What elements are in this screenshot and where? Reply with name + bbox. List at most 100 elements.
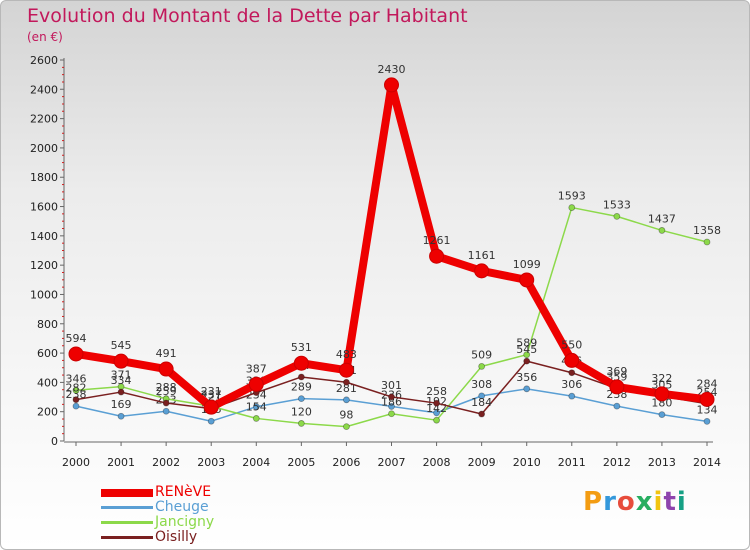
data-point bbox=[338, 362, 354, 378]
x-tick-label: 2007 bbox=[378, 456, 406, 469]
data-point bbox=[72, 402, 80, 410]
data-point bbox=[658, 411, 666, 419]
data-label: 308 bbox=[471, 378, 492, 391]
data-label: 322 bbox=[651, 372, 672, 385]
data-point bbox=[523, 357, 531, 365]
data-point bbox=[654, 386, 670, 402]
legend-label: RENèVE bbox=[155, 484, 212, 500]
y-tick-label: 1800 bbox=[30, 171, 58, 184]
data-point bbox=[658, 227, 666, 234]
data-point bbox=[72, 396, 80, 404]
data-point bbox=[523, 385, 531, 393]
data-point bbox=[117, 412, 125, 420]
y-tick-label: 400 bbox=[37, 376, 58, 389]
data-point bbox=[252, 415, 260, 422]
data-label: 231 bbox=[201, 385, 222, 398]
legend-swatch bbox=[101, 489, 153, 497]
data-label: 301 bbox=[381, 379, 402, 392]
data-label: 184 bbox=[471, 396, 492, 409]
data-label: 281 bbox=[336, 382, 357, 395]
data-point bbox=[613, 212, 621, 220]
legend-item: Jancigny bbox=[101, 514, 301, 530]
data-label: 142 bbox=[426, 402, 447, 415]
data-point bbox=[429, 248, 445, 264]
data-label: 169 bbox=[111, 398, 132, 411]
data-point bbox=[72, 386, 80, 394]
data-point bbox=[162, 407, 170, 415]
x-tick-label: 2008 bbox=[423, 456, 451, 469]
y-tick-label: 0 bbox=[51, 435, 58, 448]
data-label: 334 bbox=[111, 374, 132, 387]
data-label: 369 bbox=[606, 365, 627, 378]
data-label: 2430 bbox=[378, 63, 406, 76]
data-label: 1261 bbox=[423, 234, 451, 247]
data-point bbox=[564, 352, 580, 368]
data-point bbox=[297, 373, 305, 381]
data-label: 306 bbox=[561, 378, 582, 391]
legend-label: Oisilly bbox=[155, 529, 198, 545]
x-tick-label: 2006 bbox=[332, 456, 360, 469]
data-label: 1437 bbox=[648, 212, 676, 225]
legend-label: Jancigny bbox=[155, 514, 215, 530]
data-point bbox=[388, 403, 395, 410]
data-point bbox=[523, 351, 531, 359]
x-tick-label: 2011 bbox=[558, 456, 586, 469]
x-tick-label: 2010 bbox=[513, 456, 541, 469]
data-point bbox=[158, 361, 174, 377]
data-point bbox=[293, 355, 309, 371]
data-label: 594 bbox=[66, 332, 87, 345]
data-label: 509 bbox=[471, 348, 492, 361]
data-label: 589 bbox=[516, 337, 537, 350]
data-point bbox=[568, 369, 576, 377]
x-tick-label: 2005 bbox=[287, 456, 315, 469]
data-point bbox=[478, 363, 486, 370]
legend-item: Cheuge bbox=[101, 499, 301, 515]
y-tick-label: 2600 bbox=[30, 54, 58, 67]
legend-swatch bbox=[101, 521, 153, 524]
data-label: 288 bbox=[156, 381, 177, 394]
data-label: 491 bbox=[156, 347, 177, 360]
data-label: 180 bbox=[651, 397, 672, 410]
y-tick-label: 1400 bbox=[30, 230, 58, 243]
data-point bbox=[568, 204, 576, 211]
x-tick-label: 2013 bbox=[648, 456, 676, 469]
data-label: 258 bbox=[426, 385, 447, 398]
data-point bbox=[343, 378, 350, 386]
x-tick-label: 2000 bbox=[62, 456, 90, 469]
data-label: 550 bbox=[561, 338, 582, 351]
y-tick-label: 2200 bbox=[30, 113, 58, 126]
data-label: 1533 bbox=[603, 198, 631, 211]
data-label: 98 bbox=[339, 409, 353, 422]
data-label: 238 bbox=[66, 388, 87, 401]
data-label: 1161 bbox=[468, 249, 496, 262]
legend-swatch bbox=[101, 536, 153, 539]
data-label: 154 bbox=[246, 400, 267, 413]
data-label: 1593 bbox=[558, 190, 586, 203]
data-point bbox=[474, 263, 490, 279]
data-point bbox=[297, 395, 305, 403]
data-label: 531 bbox=[291, 341, 312, 354]
data-label: 134 bbox=[697, 403, 718, 416]
data-point bbox=[568, 392, 576, 400]
legend-swatch bbox=[101, 506, 153, 509]
data-point bbox=[519, 272, 535, 288]
y-tick-label: 2400 bbox=[30, 83, 58, 96]
y-tick-label: 1600 bbox=[30, 201, 58, 214]
data-point bbox=[703, 238, 711, 246]
legend-item: Oisilly bbox=[101, 529, 301, 545]
data-point bbox=[68, 346, 84, 362]
data-label: 259 bbox=[156, 385, 177, 398]
data-label: 483 bbox=[336, 348, 357, 361]
x-tick-label: 2001 bbox=[107, 456, 135, 469]
data-point bbox=[703, 417, 711, 425]
data-label: 289 bbox=[291, 381, 312, 394]
data-point bbox=[478, 410, 486, 418]
data-label: 1099 bbox=[513, 258, 541, 271]
data-point bbox=[699, 391, 715, 407]
data-point bbox=[433, 416, 440, 424]
data-point bbox=[388, 410, 395, 418]
x-tick-label: 2014 bbox=[693, 456, 721, 469]
data-point bbox=[384, 77, 399, 93]
